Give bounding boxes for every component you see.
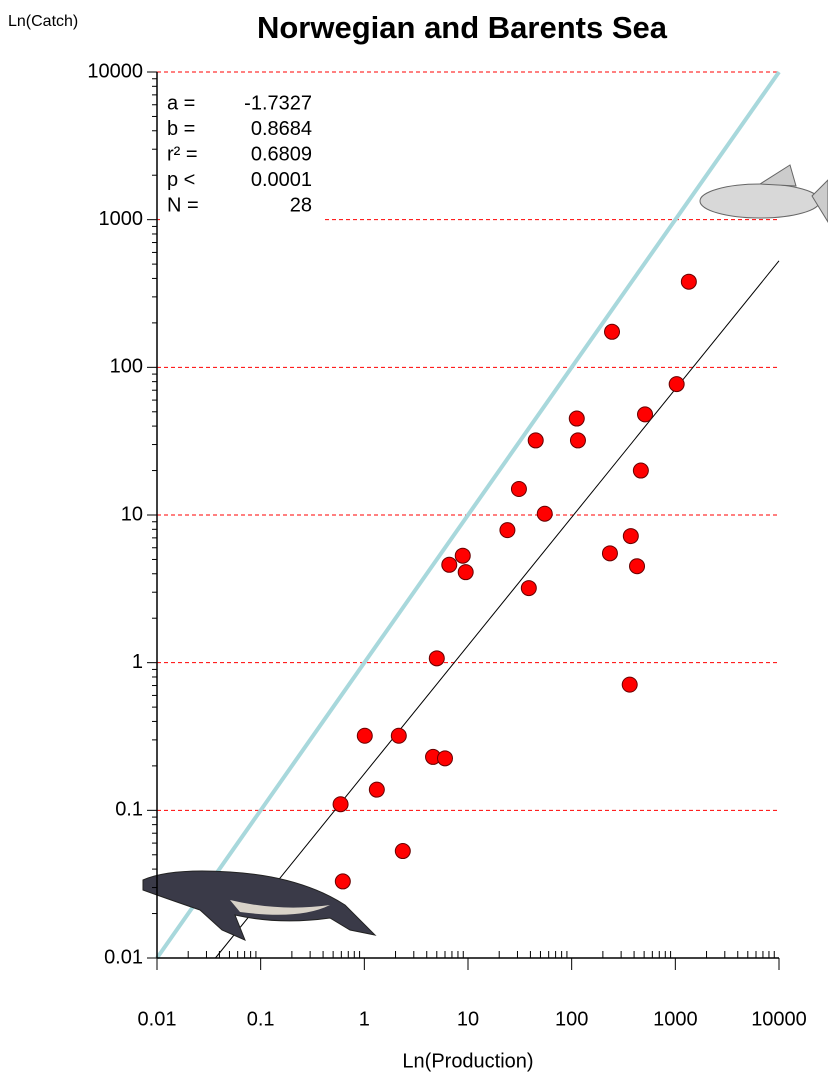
point <box>536 505 553 522</box>
point <box>334 873 351 890</box>
stat-value: 0.8684 <box>251 118 312 140</box>
point <box>441 556 458 573</box>
x-tick-label: 0.1 <box>247 1008 275 1030</box>
stat-label: a = <box>167 92 195 114</box>
x-tick-label: 1 <box>359 1008 370 1030</box>
y-tick-label: 1000 <box>99 208 144 230</box>
point <box>601 545 618 562</box>
y-tick-label: 10 <box>121 503 143 525</box>
point <box>632 462 649 479</box>
seal-illustration <box>142 870 377 941</box>
y-tick-label: 1 <box>132 651 143 673</box>
point <box>568 410 585 427</box>
axes: 0.01 0.1 1 10 100 1000 10000 0.01 0.1 1 10 100 1000 1… <box>87 60 806 1030</box>
point <box>520 580 537 597</box>
point <box>604 323 621 340</box>
y-tick-label: 100 <box>110 356 143 378</box>
point <box>437 750 454 767</box>
stat-value: 0.6809 <box>251 143 312 165</box>
point <box>390 727 407 744</box>
point <box>622 528 639 545</box>
point <box>527 432 544 449</box>
point <box>668 376 685 393</box>
points <box>332 273 697 890</box>
stat-value: -1.7327 <box>244 92 312 114</box>
x-tick-label: 10 <box>457 1008 479 1030</box>
point <box>332 796 349 813</box>
point <box>499 522 516 539</box>
stat-label: N = <box>167 194 199 216</box>
fish-illustration <box>699 164 828 223</box>
y-tick-label: 0.01 <box>104 946 143 968</box>
x-tick-label: 1000 <box>653 1008 698 1030</box>
point <box>637 406 654 423</box>
point <box>510 480 527 497</box>
point <box>569 432 586 449</box>
point <box>394 843 411 860</box>
stats-background <box>160 80 322 260</box>
point <box>621 676 638 693</box>
stat-label: b = <box>167 118 195 140</box>
stat-value: 28 <box>290 194 312 216</box>
point <box>368 781 385 798</box>
point <box>629 558 646 575</box>
y-tick-label: 0.1 <box>115 799 143 821</box>
point <box>454 547 471 564</box>
chart-title: Norwegian and Barents Sea <box>257 10 668 45</box>
stats: a = -1.7327 b = 0.8684 r² = 0.6809 p < 0.0001 N … <box>167 92 312 216</box>
y-axis-label: Ln(Catch) <box>8 13 78 30</box>
x-tick-label: 10000 <box>751 1008 807 1030</box>
x-tick-label: 100 <box>555 1008 588 1030</box>
point <box>356 727 373 744</box>
x-axis-label: Ln(Production) <box>402 1050 533 1072</box>
point <box>428 650 445 667</box>
point <box>680 273 697 290</box>
lines <box>155 70 781 960</box>
stat-value: 0.0001 <box>251 169 312 191</box>
illustrations <box>142 164 828 941</box>
y-tick-label: 10000 <box>87 60 143 82</box>
point <box>457 564 474 581</box>
stat-label: p < <box>167 169 195 191</box>
x-tick-label: 0.01 <box>138 1008 177 1030</box>
regression-line <box>215 260 780 959</box>
stat-label: r² = <box>167 143 198 165</box>
identity-line <box>155 70 781 960</box>
